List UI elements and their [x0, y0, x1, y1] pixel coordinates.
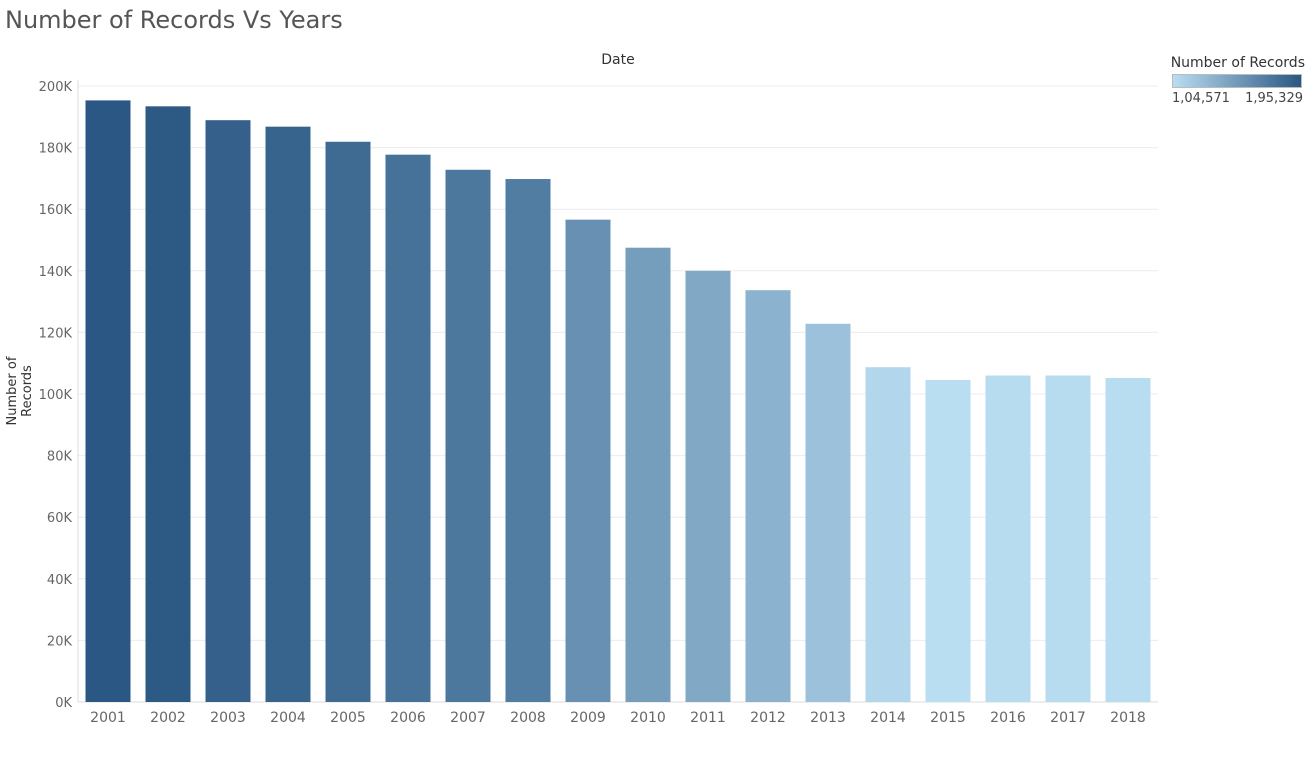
y-tick-label: 60K: [47, 511, 73, 526]
bar-2003: [205, 120, 251, 703]
y-tick-label: 20K: [47, 634, 73, 649]
bar-2001: [85, 100, 131, 703]
bar-2010: [625, 247, 671, 702]
color-legend: Number of Records 1,04,571 1,95,329: [1165, 55, 1305, 106]
chart-title: Number of Records Vs Years: [5, 6, 343, 34]
x-tick-label: 2017: [1050, 710, 1086, 726]
x-tick-label: 2013: [810, 710, 846, 726]
y-tick-label: 40K: [47, 573, 73, 588]
legend-max-label: 1,95,329: [1245, 91, 1303, 106]
legend-gradient: [1172, 74, 1302, 88]
x-tick-label: 2001: [90, 710, 126, 726]
bar-2006: [385, 154, 431, 702]
bar-2008: [505, 179, 551, 703]
y-tick-label: 140K: [39, 265, 73, 280]
x-tick-label: 2006: [390, 710, 426, 726]
bar-2013: [805, 323, 851, 702]
bar-2018: [1105, 377, 1151, 702]
x-tick-label: 2007: [450, 710, 486, 726]
x-tick-label: 2009: [570, 710, 606, 726]
x-tick-label: 2016: [990, 710, 1026, 726]
bar-2012: [745, 290, 791, 702]
x-tick-label: 2003: [210, 710, 246, 726]
y-tick-label: 180K: [39, 142, 73, 157]
y-tick-label: 100K: [39, 388, 73, 403]
bar-2014: [865, 367, 911, 702]
y-tick-label: 80K: [47, 450, 73, 465]
bar-2011: [685, 270, 731, 702]
bar-2015: [925, 379, 971, 702]
bar-2004: [265, 126, 311, 702]
y-tick-label: 160K: [39, 203, 73, 218]
y-tick-label: 200K: [39, 80, 73, 95]
x-tick-label: 2012: [750, 710, 786, 726]
bar-2007: [445, 169, 491, 702]
legend-title: Number of Records: [1170, 55, 1305, 71]
x-tick-label: 2010: [630, 710, 666, 726]
y-tick-label: 0K: [55, 696, 72, 711]
x-axis-title: Date: [601, 52, 635, 68]
x-tick-label: 2015: [930, 710, 966, 726]
y-tick-label: 120K: [39, 326, 73, 341]
legend-min-label: 1,04,571: [1172, 91, 1230, 106]
x-tick-label: 2014: [870, 710, 906, 726]
x-tick-label: 2011: [690, 710, 726, 726]
x-tick-label: 2005: [330, 710, 366, 726]
bar-2016: [985, 375, 1031, 702]
bar-2005: [325, 141, 371, 703]
x-tick-label: 2008: [510, 710, 546, 726]
bar-2002: [145, 106, 191, 702]
x-tick-label: 2002: [150, 710, 186, 726]
bar-2009: [565, 219, 611, 702]
x-tick-label: 2004: [270, 710, 306, 726]
x-tick-label: 2018: [1110, 710, 1146, 726]
bar-2017: [1045, 375, 1091, 702]
